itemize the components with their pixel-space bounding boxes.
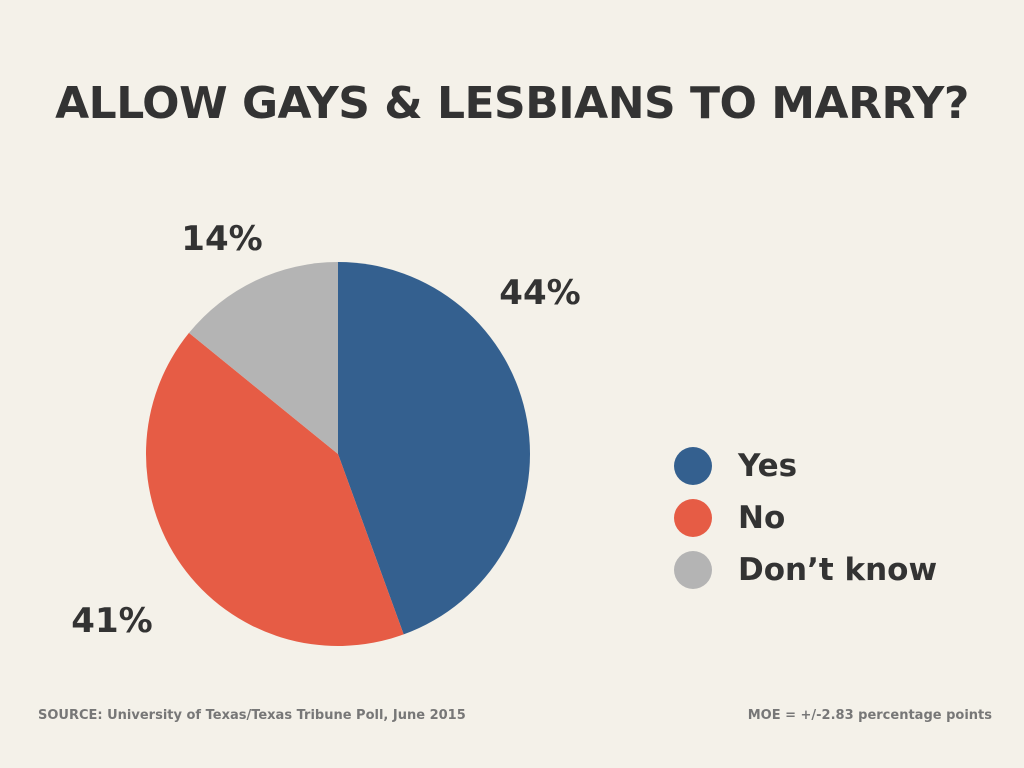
slice-label-yes: 44% bbox=[499, 273, 580, 313]
pie-slice-dont-know bbox=[188, 262, 338, 454]
legend-item-dont-know: Don’t know bbox=[674, 550, 937, 590]
legend-item-yes: Yes bbox=[674, 446, 937, 486]
pie-slice-no bbox=[145, 332, 404, 646]
slice-label-dont-know: 14% bbox=[181, 219, 262, 259]
legend-label-dont-know: Don’t know bbox=[738, 552, 938, 588]
legend-label-no: No bbox=[738, 500, 786, 536]
margin-of-error-note: MOE = +/-2.83 percentage points bbox=[747, 708, 992, 723]
source-note: SOURCE: University of Texas/Texas Tribun… bbox=[38, 708, 466, 723]
chart-title: ALLOW GAYS & LESBIANS TO MARRY? bbox=[55, 78, 969, 129]
legend-swatch-no bbox=[674, 499, 712, 537]
legend-item-no: No bbox=[674, 498, 937, 538]
pie-slice-yes bbox=[338, 262, 531, 635]
legend-label-yes: Yes bbox=[738, 448, 798, 484]
legend-swatch-dont-know bbox=[674, 551, 712, 589]
legend: Yes No Don’t know bbox=[674, 446, 937, 602]
slice-label-no: 41% bbox=[71, 601, 152, 641]
legend-swatch-yes bbox=[674, 447, 712, 485]
